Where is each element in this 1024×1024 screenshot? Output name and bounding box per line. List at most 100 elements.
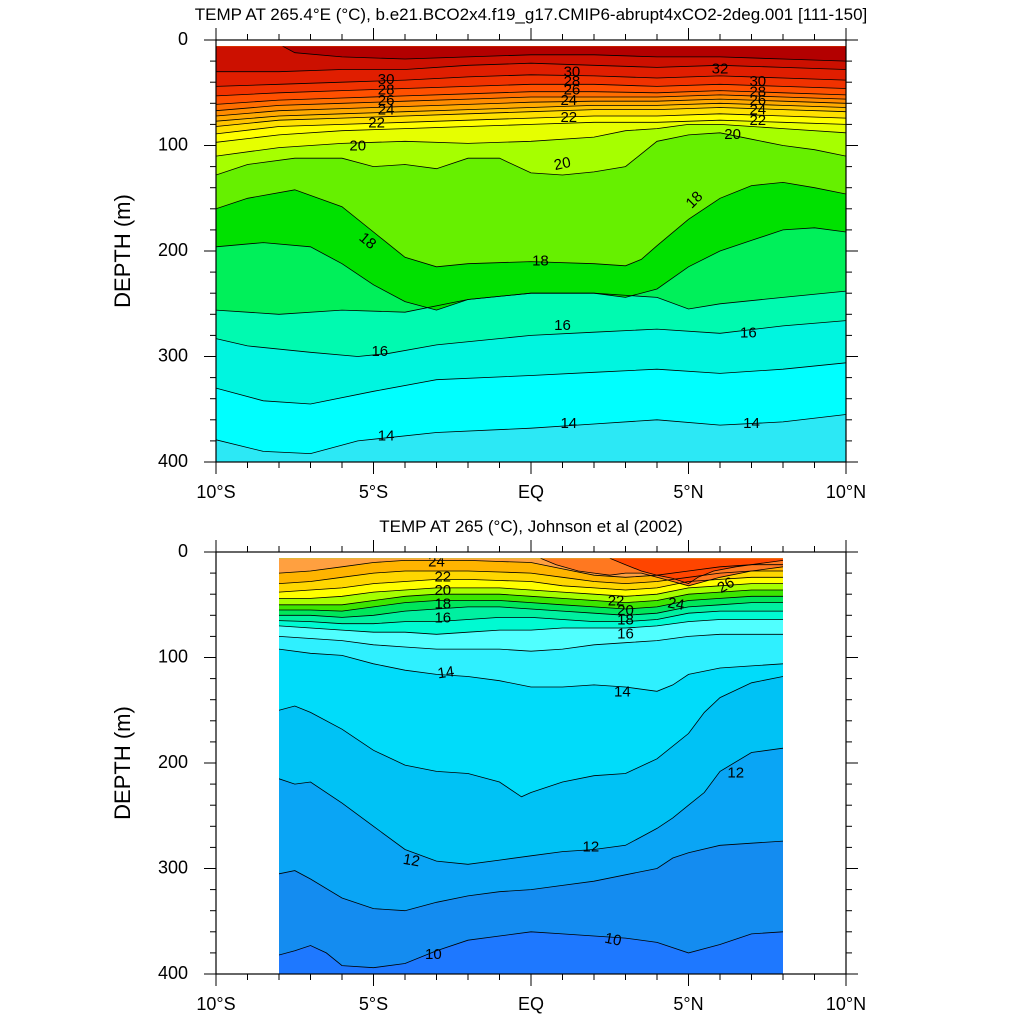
x-tick-label: 5°S xyxy=(359,994,388,1014)
contour-label: 24 xyxy=(749,102,766,119)
contour-line-19 xyxy=(216,181,846,268)
contour-label: 28 xyxy=(564,73,581,90)
contour-line-25 xyxy=(216,102,846,122)
contour-label: 14 xyxy=(614,683,631,700)
contour-label: 12 xyxy=(583,838,600,855)
contour-label: 28 xyxy=(749,84,766,101)
contour-line-30 xyxy=(216,74,846,87)
contour-line-23 xyxy=(216,113,846,135)
contour-line-15 xyxy=(216,362,846,405)
contour-band-32 xyxy=(282,46,846,62)
contour-label: 14 xyxy=(436,663,455,682)
y-tick-label: 300 xyxy=(158,857,188,877)
contour-line-15 xyxy=(279,633,783,652)
contour-label: 18 xyxy=(617,612,634,629)
contour-line-22 xyxy=(279,576,783,593)
x-axis: 10°S 5°S EQ 5°N 10°N xyxy=(196,28,866,502)
contour-label: 22 xyxy=(368,114,385,131)
y-axis-title: DEPTH (m) xyxy=(110,706,135,820)
contour-label: 20 xyxy=(349,138,366,155)
contour-line-16 xyxy=(216,320,846,357)
contour-label: 18 xyxy=(434,596,451,613)
contour-line-19 xyxy=(279,595,783,612)
contour-label: 26 xyxy=(749,92,766,109)
chart-title: TEMP AT 265.4°E (°C), b.e21.BCO2x4.f19_g… xyxy=(195,5,868,24)
contour-line-12 xyxy=(279,747,783,865)
y-axis: 0 100 200 300 400 xyxy=(158,29,858,471)
chart-title: TEMP AT 265 (°C), Johnson et al (2002) xyxy=(379,517,683,536)
y-tick-label: 100 xyxy=(158,134,188,154)
contour-label: 20 xyxy=(724,126,741,143)
contour-label: 24 xyxy=(378,102,395,119)
contour-label: 26 xyxy=(564,82,581,99)
contour-label: 14 xyxy=(560,415,577,432)
contour-label: 12 xyxy=(727,765,744,782)
contour-label: 22 xyxy=(608,593,625,610)
y-tick-label: 300 xyxy=(158,345,188,365)
contour-line-18 xyxy=(216,227,846,311)
x-tick-label: EQ xyxy=(518,482,544,502)
contour-band-26 xyxy=(609,558,783,584)
contour-label: 26 xyxy=(715,574,738,597)
contour-label: 16 xyxy=(554,317,571,334)
x-tick-label: EQ xyxy=(518,994,544,1014)
contour-line-24 xyxy=(216,107,846,127)
contour-line-32 xyxy=(282,46,846,62)
contour-label: 30 xyxy=(749,73,766,90)
x-tick-label: 5°N xyxy=(673,994,703,1014)
contour-label: 16 xyxy=(434,609,451,626)
panel-observed-section: 24222018161422201816142426121212101010°S… xyxy=(110,517,866,1014)
contour-label: 12 xyxy=(402,851,421,871)
x-tick-label: 5°S xyxy=(359,482,388,502)
y-tick-label: 0 xyxy=(178,29,188,49)
x-tick-label: 10°N xyxy=(826,482,866,502)
contour-line-28 xyxy=(216,90,846,105)
y-tick-label: 400 xyxy=(158,451,188,471)
contour-label: 18 xyxy=(532,253,549,270)
contour-field: 3028262422203028262422203230282624222018… xyxy=(216,46,846,462)
y-tick-label: 400 xyxy=(158,963,188,983)
y-axis-title: DEPTH (m) xyxy=(110,194,135,308)
contour-line-22 xyxy=(216,119,846,143)
contour-label: 24 xyxy=(666,594,685,614)
contour-label: 22 xyxy=(749,112,766,129)
x-tick-label: 10°S xyxy=(196,482,235,502)
contour-label: 30 xyxy=(378,71,395,88)
y-axis: 0 100 200 300 400 xyxy=(158,541,858,983)
contour-line-14 xyxy=(279,648,783,692)
contour-line-20 xyxy=(279,589,783,606)
contour-line-20 xyxy=(216,132,846,176)
contour-label: 16 xyxy=(371,343,388,360)
contour-label: 20 xyxy=(617,602,634,619)
contour-line-21 xyxy=(279,583,783,599)
x-axis: 10°S 5°S EQ 5°N 10°N xyxy=(196,540,866,1014)
panel-model-section: 3028262422203028262422203230282624222018… xyxy=(110,5,867,502)
contour-label: 22 xyxy=(434,568,451,585)
y-tick-label: 200 xyxy=(158,752,188,772)
contour-label: 14 xyxy=(378,428,395,445)
contour-line-16 xyxy=(279,619,783,635)
x-tick-label: 10°S xyxy=(196,994,235,1014)
y-tick-label: 200 xyxy=(158,240,188,260)
contour-label: 20 xyxy=(434,582,451,599)
contour-line-29 xyxy=(216,83,846,97)
contour-label: 10 xyxy=(425,946,442,963)
contour-line-10 xyxy=(279,931,783,969)
contour-line-17 xyxy=(279,610,783,625)
contour-line-26 xyxy=(609,558,783,585)
y-tick-label: 0 xyxy=(178,541,188,561)
contour-line-18 xyxy=(279,602,783,618)
contour-line-14 xyxy=(216,414,846,455)
x-tick-label: 5°N xyxy=(673,482,703,502)
y-tick-label: 100 xyxy=(158,646,188,666)
contour-line-23 xyxy=(279,570,783,585)
contour-label: 24 xyxy=(428,554,445,571)
contour-line-31 xyxy=(216,62,846,73)
contour-line-13 xyxy=(279,676,783,798)
contour-line-11 xyxy=(279,840,783,912)
contour-line-26 xyxy=(216,98,846,117)
contour-label: 20 xyxy=(552,154,572,174)
contour-line-25 xyxy=(540,558,783,587)
